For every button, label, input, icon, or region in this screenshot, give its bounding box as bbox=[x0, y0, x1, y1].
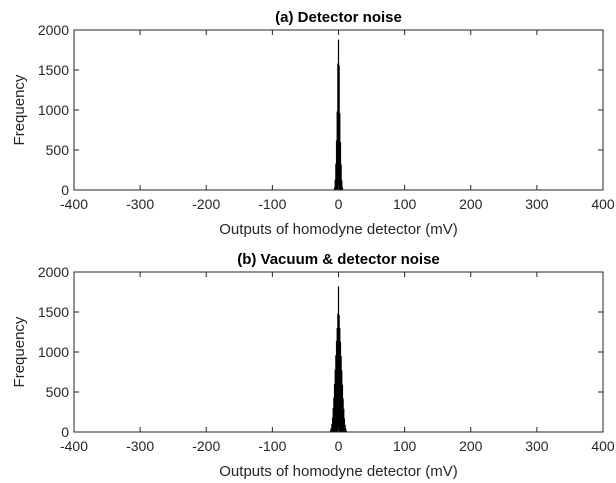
x-tick-label: -200 bbox=[192, 196, 220, 212]
x-tick-label: -400 bbox=[60, 438, 88, 454]
histogram-bar bbox=[335, 140, 338, 190]
x-axis-label: Outputs of homodyne detector (mV) bbox=[219, 463, 457, 480]
histogram-bar bbox=[341, 370, 343, 432]
x-tick-label: 300 bbox=[525, 438, 549, 454]
y-tick-label: 0 bbox=[61, 424, 69, 440]
chart-title: (b) Vacuum & detector noise bbox=[237, 251, 440, 268]
x-tick-label: 100 bbox=[393, 196, 417, 212]
histogram-bar bbox=[338, 315, 340, 432]
histogram-bar bbox=[339, 113, 341, 190]
histogram-bar bbox=[334, 179, 336, 190]
y-tick-label: 0 bbox=[61, 182, 69, 198]
histogram-bar bbox=[344, 424, 346, 432]
x-tick-label: -100 bbox=[258, 438, 286, 454]
histogram-bar bbox=[336, 328, 338, 432]
histogram-bar bbox=[339, 341, 342, 432]
histogram-bar bbox=[343, 408, 345, 432]
histogram-bar bbox=[345, 430, 348, 432]
histogram-bar bbox=[336, 111, 338, 190]
x-tick-label: 0 bbox=[335, 438, 343, 454]
y-tick-label: 1500 bbox=[38, 304, 69, 320]
subplot-a: -400 -300 -200 -100 0 100 200 300 400 0 500 1000 150… bbox=[11, 9, 615, 238]
histogram-bar bbox=[329, 430, 332, 432]
histogram-bar bbox=[332, 408, 334, 432]
histogram-bar bbox=[331, 424, 333, 432]
histogram-bar bbox=[339, 142, 342, 190]
histogram-bar bbox=[333, 384, 336, 432]
histogram-bar bbox=[337, 39, 340, 190]
histogram-bar bbox=[339, 328, 341, 432]
y-axis-label: Frequency bbox=[11, 74, 28, 145]
y-axis-label: Frequency bbox=[11, 316, 28, 387]
histogram-bar bbox=[340, 164, 342, 190]
y-tick-label: 500 bbox=[46, 384, 70, 400]
histogram-bar bbox=[333, 187, 336, 190]
histogram-bar bbox=[337, 286, 340, 432]
histogram-bar bbox=[338, 65, 340, 190]
y-tick-label: 500 bbox=[46, 142, 70, 158]
y-tick-label: 1000 bbox=[38, 344, 69, 360]
histogram-bar bbox=[341, 384, 344, 432]
histogram-bar bbox=[334, 369, 336, 432]
x-tick-label: -200 bbox=[192, 438, 220, 454]
histogram-bar bbox=[342, 398, 344, 432]
histogram-bar bbox=[341, 187, 344, 190]
histogram-bar bbox=[340, 356, 342, 432]
y-tick-label: 2000 bbox=[38, 264, 69, 280]
x-tick-label: 200 bbox=[459, 438, 483, 454]
histogram-bar bbox=[337, 63, 339, 190]
histogram-bar bbox=[335, 355, 337, 432]
x-tick-label: 0 bbox=[335, 196, 343, 212]
chart-title: (a) Detector noise bbox=[275, 9, 402, 26]
histogram-bar bbox=[345, 428, 347, 432]
x-tick-label: 100 bbox=[393, 438, 417, 454]
x-tick-label: -300 bbox=[126, 438, 154, 454]
x-axis-label: Outputs of homodyne detector (mV) bbox=[219, 221, 457, 238]
subplot-b: -400 -300 -200 -100 0 100 200 300 400 0 500 1000 150… bbox=[11, 251, 615, 480]
y-tick-label: 1000 bbox=[38, 102, 69, 118]
histogram-bar bbox=[337, 313, 339, 432]
y-tick-label: 2000 bbox=[38, 22, 69, 38]
histogram-bar bbox=[330, 428, 332, 432]
histogram-bar bbox=[333, 397, 335, 432]
x-tick-label: 400 bbox=[591, 196, 615, 212]
x-tick-label: 300 bbox=[525, 196, 549, 212]
y-tick-label: 1500 bbox=[38, 62, 69, 78]
histogram-bar bbox=[335, 163, 337, 190]
histogram-bar bbox=[335, 340, 338, 432]
histogram-bar bbox=[343, 418, 346, 432]
x-tick-label: 400 bbox=[591, 438, 615, 454]
histogram-bar bbox=[331, 417, 334, 432]
x-tick-label: -100 bbox=[258, 196, 286, 212]
histogram-bar bbox=[341, 180, 343, 190]
x-tick-label: -300 bbox=[126, 196, 154, 212]
x-tick-label: 200 bbox=[459, 196, 483, 212]
x-tick-label: -400 bbox=[60, 196, 88, 212]
